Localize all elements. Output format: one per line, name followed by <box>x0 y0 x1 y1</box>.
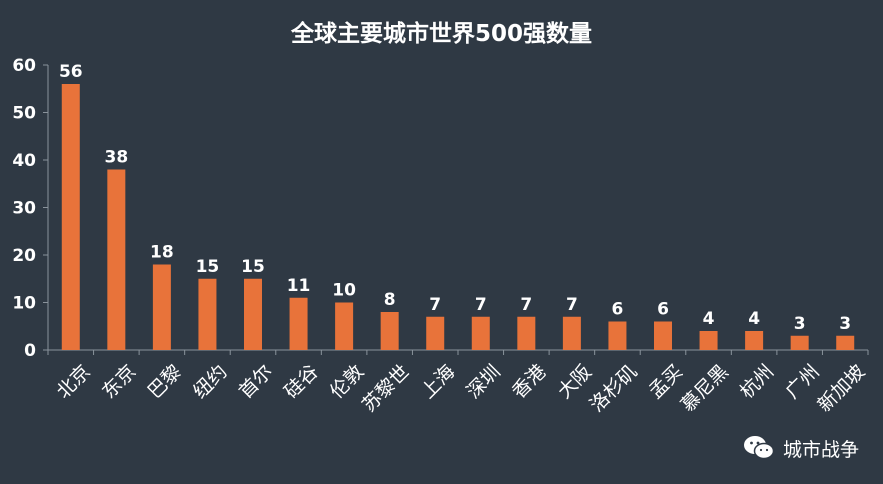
bar-value-label: 4 <box>703 309 715 329</box>
x-axis <box>47 349 869 355</box>
bar <box>244 278 262 350</box>
bar <box>107 169 126 350</box>
y-tick-label: 0 <box>24 341 36 361</box>
x-tick-label: 深圳 <box>462 361 504 403</box>
bar <box>836 335 855 350</box>
bar-value-label: 38 <box>104 148 128 168</box>
watermark: 城市战争 <box>743 434 859 462</box>
value-labels: 56 38 18 15 15 11 10 8 7 7 7 7 6 6 4 4 3 3 <box>59 62 851 334</box>
x-tick-label: 杭州 <box>736 361 778 403</box>
bar <box>790 335 809 350</box>
y-tick-label: 10 <box>12 294 36 314</box>
x-tick-label: 硅谷 <box>280 361 322 403</box>
y-tick-label: 40 <box>12 151 36 171</box>
x-tick-label: 上海 <box>417 361 459 403</box>
y-tick-label: 50 <box>12 104 36 124</box>
bar <box>152 264 171 350</box>
x-tick-label: 纽约 <box>189 361 231 403</box>
x-tick-label: 苏黎世 <box>358 361 414 417</box>
bar-value-label: 3 <box>794 314 806 334</box>
bar-value-label: 3 <box>839 314 851 334</box>
bar <box>471 316 490 350</box>
bar-value-label: 7 <box>520 295 532 315</box>
bar-value-label: 10 <box>332 281 356 301</box>
bar-value-label: 4 <box>748 309 760 329</box>
bar-value-label: 6 <box>612 300 624 320</box>
bars <box>61 84 855 350</box>
bar <box>517 316 536 350</box>
y-tick-label: 60 <box>12 56 36 76</box>
y-tick-label: 20 <box>12 246 36 266</box>
bar <box>335 302 354 350</box>
bar <box>289 297 308 350</box>
bar-value-label: 7 <box>566 295 578 315</box>
bar <box>61 84 80 350</box>
bar-value-label: 11 <box>287 276 311 296</box>
bar <box>426 316 445 350</box>
x-tick-label: 香港 <box>508 361 550 403</box>
x-tick-label: 洛杉矶 <box>586 361 642 417</box>
bar-value-label: 6 <box>657 300 669 320</box>
bar <box>654 321 672 350</box>
bar-value-label: 56 <box>59 62 83 82</box>
bar <box>198 278 217 350</box>
watermark-text: 城市战争 <box>782 438 859 461</box>
bar-value-label: 7 <box>475 295 487 315</box>
x-tick-label: 慕尼黑 <box>677 361 733 417</box>
x-tick-label: 东京 <box>98 361 140 403</box>
chart-title: 全球主要城市世界500强数量 <box>290 21 592 47</box>
bar-value-label: 8 <box>384 290 396 310</box>
x-tick-label: 巴黎 <box>144 361 186 403</box>
x-tick-label: 首尔 <box>235 361 277 403</box>
wechat-icon <box>743 436 775 460</box>
bar <box>745 331 764 350</box>
x-tick-label: 新加坡 <box>813 361 869 417</box>
y-tick-label: 30 <box>12 199 36 219</box>
bar <box>699 331 718 350</box>
bar-value-label: 7 <box>429 295 441 315</box>
bar <box>608 321 627 350</box>
bar-value-label: 18 <box>150 243 174 263</box>
x-tick-label: 北京 <box>52 361 94 403</box>
y-axis: 0 10 20 30 40 50 60 <box>12 56 49 361</box>
bar <box>380 312 399 350</box>
bar-value-label: 15 <box>241 257 265 277</box>
bar <box>562 316 581 350</box>
bar-value-label: 15 <box>196 257 220 277</box>
